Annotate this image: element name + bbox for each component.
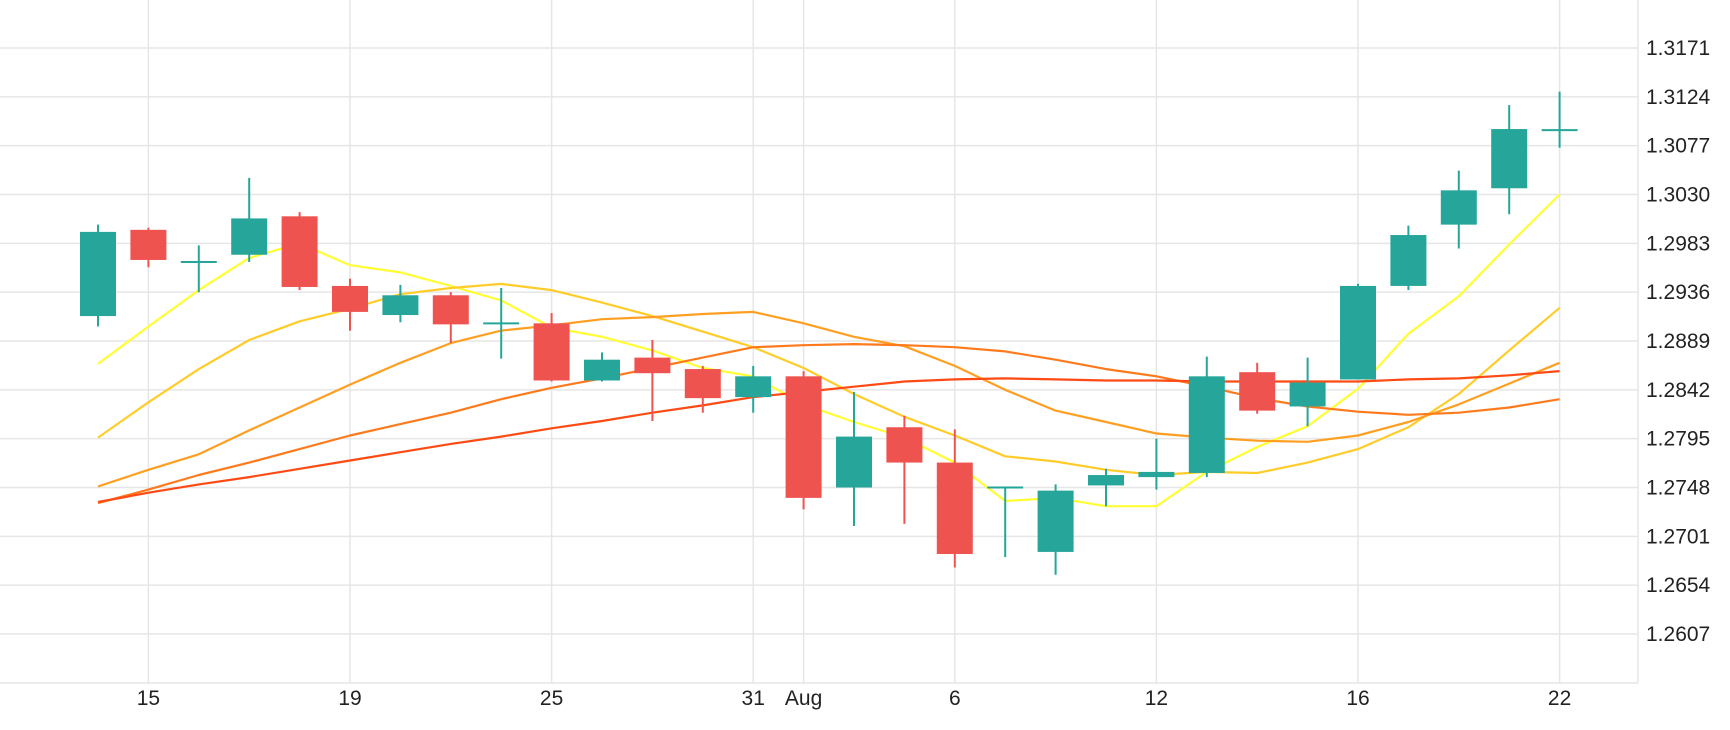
candle — [332, 278, 368, 331]
candle — [1239, 362, 1276, 414]
candle-body — [382, 295, 419, 316]
candle — [533, 312, 570, 382]
time-tick-label: 12 — [1145, 687, 1168, 710]
candle-body — [1340, 285, 1376, 380]
candle — [836, 391, 872, 526]
candle — [1138, 438, 1175, 490]
candle — [80, 224, 116, 327]
grid-lines — [0, 0, 1638, 683]
moving-average-lines — [97, 193, 1561, 508]
candle-body — [634, 357, 671, 374]
candle — [1289, 357, 1326, 427]
candle — [432, 292, 469, 344]
candle — [684, 365, 721, 413]
time-tick-label: Aug — [785, 687, 822, 710]
candle — [180, 245, 217, 293]
moving-average-line — [97, 370, 1560, 504]
candle — [1390, 225, 1427, 291]
candle — [785, 371, 822, 510]
candle — [130, 227, 167, 268]
price-tick-label: 1.2842 — [1646, 379, 1710, 402]
candle — [936, 429, 973, 568]
candle-body — [735, 376, 772, 398]
price-tick-label: 1.3077 — [1646, 135, 1710, 158]
candle — [231, 177, 268, 263]
time-tick-label: 16 — [1346, 687, 1369, 710]
price-tick-label: 1.2654 — [1646, 574, 1711, 597]
candle-body — [1491, 129, 1528, 189]
candle — [987, 486, 1024, 558]
candle-body — [1239, 372, 1276, 411]
candles — [80, 91, 1578, 575]
time-tick-label: 15 — [137, 687, 160, 710]
candle-body — [1138, 471, 1175, 478]
time-tick-label: 6 — [949, 687, 961, 710]
candle-body — [533, 323, 570, 381]
price-tick-label: 1.2795 — [1646, 428, 1710, 451]
candle-body — [836, 436, 872, 488]
candle-body — [1440, 190, 1477, 225]
candle-body — [1188, 376, 1225, 473]
candle-body — [584, 359, 620, 381]
price-tick-label: 1.3124 — [1646, 86, 1711, 109]
time-tick-label: 19 — [338, 687, 361, 710]
time-axis-labels: 15 19 25 31 Aug 6 12 16 22 — [137, 687, 1572, 710]
candle-body — [936, 462, 973, 554]
candle — [382, 284, 419, 323]
candle — [1440, 170, 1477, 249]
price-tick-label: 1.2983 — [1646, 232, 1710, 255]
time-tick-label: 22 — [1548, 687, 1571, 710]
candle — [1340, 283, 1376, 380]
candle-body — [231, 218, 268, 255]
candle — [735, 365, 772, 413]
candle — [1088, 468, 1124, 507]
candle-body — [281, 216, 318, 287]
candle-body — [684, 369, 721, 399]
price-axis-labels: 1.3171 1.3124 1.3077 1.3030 1.2983 1.2936 1.28… — [1646, 37, 1711, 646]
candle-body — [1390, 235, 1427, 286]
price-tick-label: 1.3030 — [1646, 184, 1710, 207]
price-tick-label: 1.2701 — [1646, 525, 1710, 548]
price-tick-label: 1.2936 — [1646, 281, 1710, 304]
candle-body — [1088, 475, 1124, 486]
price-tick-label: 1.2748 — [1646, 477, 1710, 500]
candle — [281, 212, 318, 291]
moving-average-line — [97, 343, 1560, 505]
candle — [1188, 356, 1225, 478]
candle — [886, 415, 923, 524]
price-tick-label: 1.3171 — [1646, 37, 1710, 60]
candle-body — [1037, 490, 1074, 552]
candle-body — [1289, 382, 1326, 407]
time-tick-label: 31 — [742, 687, 765, 710]
candle — [634, 339, 671, 422]
candle-body — [785, 376, 822, 498]
candle — [1541, 91, 1578, 148]
price-tick-label: 1.2607 — [1646, 623, 1710, 646]
candle-body — [80, 231, 116, 317]
candle — [1491, 105, 1528, 215]
moving-average-line — [97, 193, 1561, 508]
moving-average-line — [97, 310, 1561, 488]
candle — [1037, 484, 1074, 575]
candle-body — [130, 229, 167, 260]
candle-body — [332, 285, 368, 312]
candle-body — [432, 295, 469, 325]
candle — [584, 352, 620, 382]
time-tick-label: 25 — [540, 687, 563, 710]
price-tick-label: 1.2889 — [1646, 330, 1710, 353]
candle — [483, 288, 520, 359]
candle-body — [886, 427, 923, 463]
